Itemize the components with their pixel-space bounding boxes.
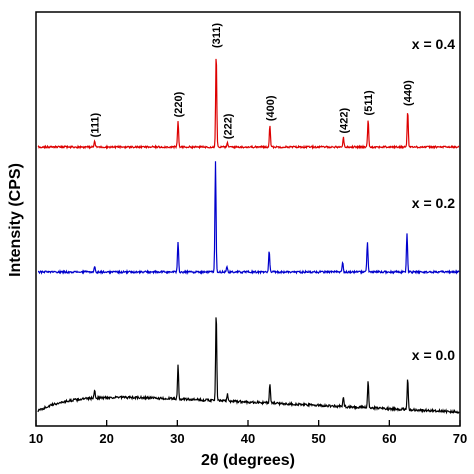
x-axis-title: 2θ (degrees): [201, 452, 295, 469]
peak-annotation-label: (440): [403, 80, 415, 106]
series-line: [37, 317, 460, 415]
peak-annotation-label: (220): [173, 91, 185, 117]
x-tick-label: 40: [241, 431, 255, 446]
series-line: [37, 58, 460, 150]
series-line: [37, 161, 460, 276]
x-tick-label: 30: [170, 431, 184, 446]
peak-annotations: (111) (220) (311) (222) (400) (422) (511) (440): [90, 23, 415, 140]
peak-annotation-label: (111): [90, 112, 102, 137]
x-tick-label: 50: [311, 431, 325, 446]
peak-annotation-label: (311): [211, 23, 223, 48]
x-tick-label: 70: [453, 431, 467, 446]
x-tick-label: 10: [29, 431, 43, 446]
x-tick-label: 60: [382, 431, 396, 446]
plot-frame: [35, 11, 461, 427]
series-labels: x = 0.0 x = 0.2 x = 0.4: [412, 36, 455, 363]
peak-annotation-label: (511): [363, 90, 375, 115]
peak-annotation-label: (222): [223, 113, 235, 139]
peak-annotation-label: (422): [338, 107, 350, 133]
x-tick-label: 20: [99, 431, 113, 446]
series-label: x = 0.2: [412, 195, 455, 211]
y-axis-title: Intensity (CPS): [7, 163, 24, 277]
peak-annotation-label: (400): [265, 95, 277, 121]
series-layer: [37, 58, 460, 415]
series-label: x = 0.4: [412, 36, 455, 52]
series-label: x = 0.0: [412, 347, 455, 363]
x-axis-ticks: 10 20 30 40 50 60 70: [29, 420, 467, 446]
